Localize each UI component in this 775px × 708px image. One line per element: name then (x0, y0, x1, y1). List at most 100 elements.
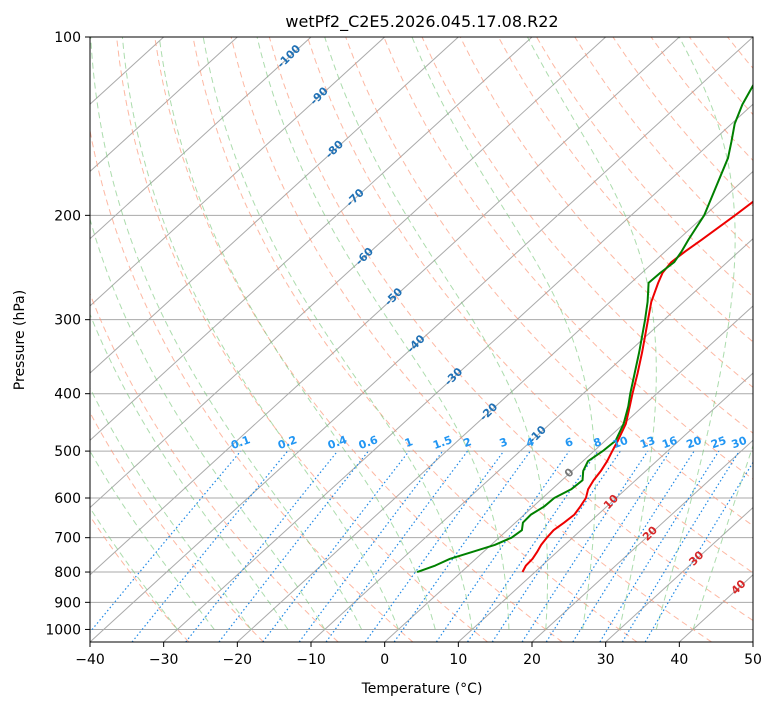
dry-adiabat-line (688, 37, 753, 116)
isotherm-line (90, 37, 386, 307)
moist-adiabat-line (90, 506, 178, 630)
isotherm-line (236, 170, 753, 642)
mixing-ratio-label: 0.6 (357, 433, 380, 452)
dry-adiabat-line (90, 127, 414, 642)
moist-adiabat-line (90, 313, 289, 630)
x-tick-label: −20 (223, 652, 253, 668)
moist-adiabat-line (411, 37, 596, 630)
moist-adiabat-line (90, 217, 326, 630)
isotherm-line (163, 103, 753, 642)
mixing-ratio-label: 4 (524, 435, 536, 450)
x-axis-label: Temperature (°C) (361, 681, 483, 697)
isotherm-line (752, 641, 753, 642)
x-tick-label: 30 (597, 652, 615, 668)
x-tick-label: 10 (449, 652, 467, 668)
mixing-ratio-line (435, 450, 570, 642)
moist-adiabat-line (655, 37, 736, 630)
mixing-ratio-line (467, 450, 599, 642)
temperature-profile-line (521, 200, 753, 573)
mixing-ratio-label: 25 (709, 434, 728, 451)
dry-adiabat-line (90, 411, 264, 642)
mixing-ratio-label: 1.5 (431, 433, 454, 452)
mixing-ratio-line (298, 450, 444, 642)
plot-frame (89, 36, 754, 643)
moist-adiabat-line (692, 443, 753, 630)
moist-adiabat-line (90, 37, 363, 630)
dry-adiabat-line (90, 515, 190, 642)
mixing-ratio-label: 6 (563, 435, 575, 450)
mixing-ratio-label: 1 (403, 435, 415, 450)
mixing-ratio-label: 0.1 (229, 433, 252, 452)
mixing-ratio-line (218, 450, 369, 642)
mixing-ratio-line (131, 450, 289, 642)
moist-adiabat-line (158, 37, 436, 630)
dry-adiabat-line (192, 37, 638, 642)
dry-adiabat-line (574, 37, 753, 252)
isotherm-line (605, 506, 753, 642)
mixing-ratio-label: 0.4 (326, 433, 349, 452)
x-tick-label: −40 (75, 652, 105, 668)
isotherm-label: -100 (275, 42, 304, 71)
mixing-ratio-label: 16 (660, 434, 679, 452)
mixing-ratio-label: 2 (462, 435, 474, 450)
mixing-ratio-line (599, 450, 720, 642)
mixing-ratio-line (621, 450, 740, 642)
mixing-ratio-label: 13 (638, 434, 657, 451)
mixing-ratio-label: 30 (730, 434, 749, 452)
dry-adiabat-line (766, 37, 775, 642)
axis-layer: −40 −30 −20 −10 0 10 20 30 40 50 1000 900 800 700 600 5… (45, 30, 762, 668)
isotherm-line (90, 37, 533, 442)
mixing-ratio-label: 3 (498, 435, 510, 450)
x-tick-label: −30 (149, 652, 179, 668)
mixing-ratio-label: 36 (751, 434, 770, 452)
dewpoint-profile-line (416, 83, 753, 573)
y-tick-label: 400 (54, 387, 81, 403)
mixing-ratio-line (491, 450, 621, 642)
moist-adiabat-line (90, 386, 252, 630)
isotherm-line (531, 439, 753, 642)
profile-layer (416, 83, 753, 573)
mixing-ratio-label: 0.2 (276, 433, 299, 452)
x-tick-label: 40 (670, 652, 688, 668)
y-tick-label: 700 (54, 531, 81, 547)
mixing-ratio-line (90, 450, 242, 634)
dry-adiabat-line (650, 37, 753, 162)
grid-layer (90, 37, 775, 642)
mixing-ratio-line (521, 450, 649, 642)
isotherm-line (457, 372, 753, 642)
y-tick-label: 900 (54, 595, 81, 611)
y-tick-label: 200 (54, 208, 81, 224)
isotherm-line (90, 37, 238, 173)
y-tick-label: 500 (54, 444, 81, 460)
y-tick-label: 800 (54, 565, 81, 581)
mixing-ratio-label: 8 (592, 435, 604, 450)
dry-adiabat-line (536, 37, 753, 298)
moist-adiabat-line (256, 37, 510, 630)
y-tick-label: 100 (54, 30, 81, 46)
isotherm-line (90, 37, 607, 509)
y-tick-label: 600 (54, 491, 81, 507)
moist-adiabat-line (324, 37, 549, 630)
moist-adiabat-line (90, 450, 215, 630)
isotherm-line (90, 37, 753, 642)
x-tick-label: 20 (523, 652, 541, 668)
mixing-ratio-line (185, 450, 339, 642)
isotherm-line (90, 37, 312, 240)
moist-adiabat-line (202, 37, 473, 630)
mixing-ratio-label: 20 (685, 434, 704, 452)
x-tick-label: 0 (380, 652, 389, 668)
mixing-ratio-line (545, 450, 671, 642)
dry-adiabat-line (345, 37, 753, 527)
mixing-ratio-line (393, 450, 531, 642)
mixing-ratio-label: 10 (611, 434, 630, 452)
mixing-ratio-line (262, 450, 410, 642)
moist-adiabat-line (527, 37, 657, 630)
isotherm-line (90, 37, 680, 576)
y-tick-label: 1000 (45, 622, 81, 638)
isotherm-line (384, 305, 753, 642)
x-tick-label: 50 (744, 652, 762, 668)
y-axis-label: Pressure (hPa) (12, 290, 28, 390)
mixing-ratio-line (364, 450, 505, 642)
mixing-ratio-line (572, 450, 695, 642)
